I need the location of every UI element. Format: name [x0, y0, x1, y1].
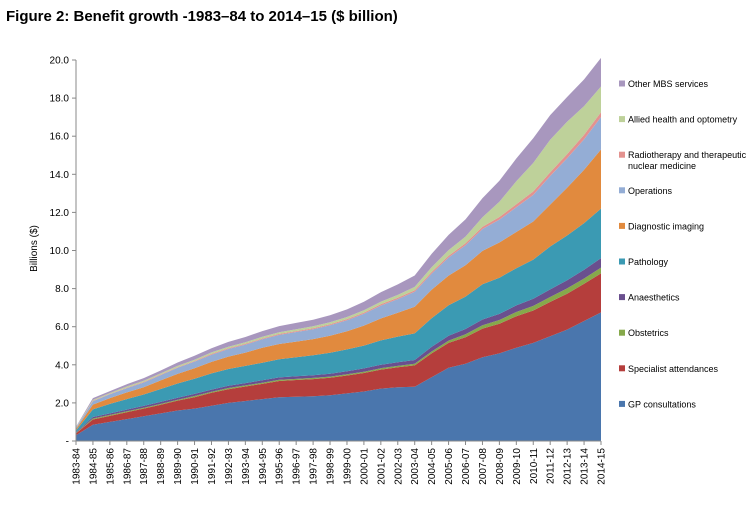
area-series-0: [76, 312, 601, 441]
x-tick-label: 1994-95: [258, 448, 269, 485]
legend-swatch-8: [619, 116, 625, 123]
x-tick-label: 2003-04: [410, 448, 421, 485]
legend-swatch-3: [619, 294, 625, 301]
x-tick-label: 1990-91: [190, 448, 201, 485]
legend-label-4: Pathology: [628, 257, 669, 267]
legend-label-8: Allied health and optometry: [628, 115, 738, 125]
x-tick-label: 2008-09: [495, 448, 506, 485]
legend-label-9: Other MBS services: [628, 79, 709, 89]
legend-label-3: Anaesthetics: [628, 293, 680, 303]
legend-label-6: Operations: [628, 186, 673, 196]
axes-layer: - 2.0 4.0 6.0 8.0 10.0 12.0 14.0 16.0 18.0 20.0 Bil…: [29, 56, 608, 485]
x-tick-label: 1997-98: [309, 448, 320, 485]
x-tick-label: 2006-07: [461, 448, 472, 485]
x-tick-label: 1987-88: [139, 448, 150, 485]
x-tick-label: 2007-08: [478, 448, 489, 485]
x-tick-label: 2000-01: [359, 448, 370, 485]
x-tick-label: 2013-14: [580, 448, 591, 485]
legend-swatch-7: [619, 151, 625, 158]
x-tick-label: 1998-99: [326, 448, 337, 485]
y-tick-label: 6.0: [55, 322, 69, 333]
x-tick-label: 2004-05: [427, 448, 438, 485]
x-tick-label: 1988-89: [156, 448, 167, 485]
legend-swatch-4: [619, 258, 625, 265]
legend-swatch-0: [619, 400, 625, 407]
legend: Other MBS services Allied health and opto…: [619, 79, 747, 409]
legend-swatch-6: [619, 187, 625, 194]
y-tick-label: 16.0: [50, 132, 70, 143]
y-tick-label: 2.0: [55, 398, 69, 409]
x-tick-label: 1999-00: [342, 448, 353, 485]
legend-label-7: Radiotherapy and therapeutic nuclear medi…: [628, 150, 747, 171]
x-tick-label: 1984-85: [88, 448, 99, 485]
x-tick-label: 1996-97: [292, 448, 303, 485]
y-tick-label: 4.0: [55, 360, 69, 371]
x-tick-label: 1985-86: [105, 448, 116, 485]
area-layer: [76, 57, 601, 441]
y-tick-label: 20.0: [50, 56, 70, 67]
y-axis-label: Billions ($): [29, 225, 40, 272]
chart-title: Figure 2: Benefit growth -1983–84 to 201…: [6, 8, 398, 25]
x-tick-label: 1992-93: [224, 448, 235, 485]
x-tick-label: 1983-84: [72, 448, 83, 485]
x-tick-label: 1995-96: [275, 448, 286, 485]
x-tick-label: 2001-02: [376, 448, 387, 485]
legend-swatch-2: [619, 329, 625, 336]
legend-swatch-5: [619, 222, 625, 229]
y-tick-label: 8.0: [55, 284, 69, 295]
legend-swatch-1: [619, 365, 625, 372]
y-tick-label: 18.0: [50, 94, 70, 105]
area-series-4: [76, 208, 601, 433]
area-series-1: [76, 273, 601, 436]
legend-label-5: Diagnostic imaging: [628, 221, 704, 231]
x-tick-label: 2005-06: [444, 448, 455, 485]
y-tick-label: -: [66, 437, 69, 448]
x-tick-label: 1993-94: [241, 448, 252, 485]
legend-label-1: Specialist attendances: [628, 364, 719, 374]
legend-swatch-9: [619, 80, 625, 87]
x-tick-label: 2014-15: [597, 448, 608, 485]
x-tick-label: 1989-90: [173, 448, 184, 485]
legend-label-2: Obstetrics: [628, 328, 669, 338]
x-tick-label: 2009-10: [512, 448, 523, 485]
x-tick-label: 2011-12: [546, 448, 557, 484]
x-tick-label: 2010-11: [529, 448, 540, 484]
x-tick-label: 1991-92: [207, 448, 218, 485]
y-tick-label: 12.0: [50, 208, 70, 219]
legend-label-0: GP consultations: [628, 399, 696, 409]
y-tick-label: 10.0: [50, 246, 70, 257]
x-tick-label: 2002-03: [393, 448, 404, 485]
y-tick-label: 14.0: [50, 170, 70, 181]
x-tick-label: 2012-13: [563, 448, 574, 485]
x-tick-label: 1986-87: [122, 448, 133, 485]
